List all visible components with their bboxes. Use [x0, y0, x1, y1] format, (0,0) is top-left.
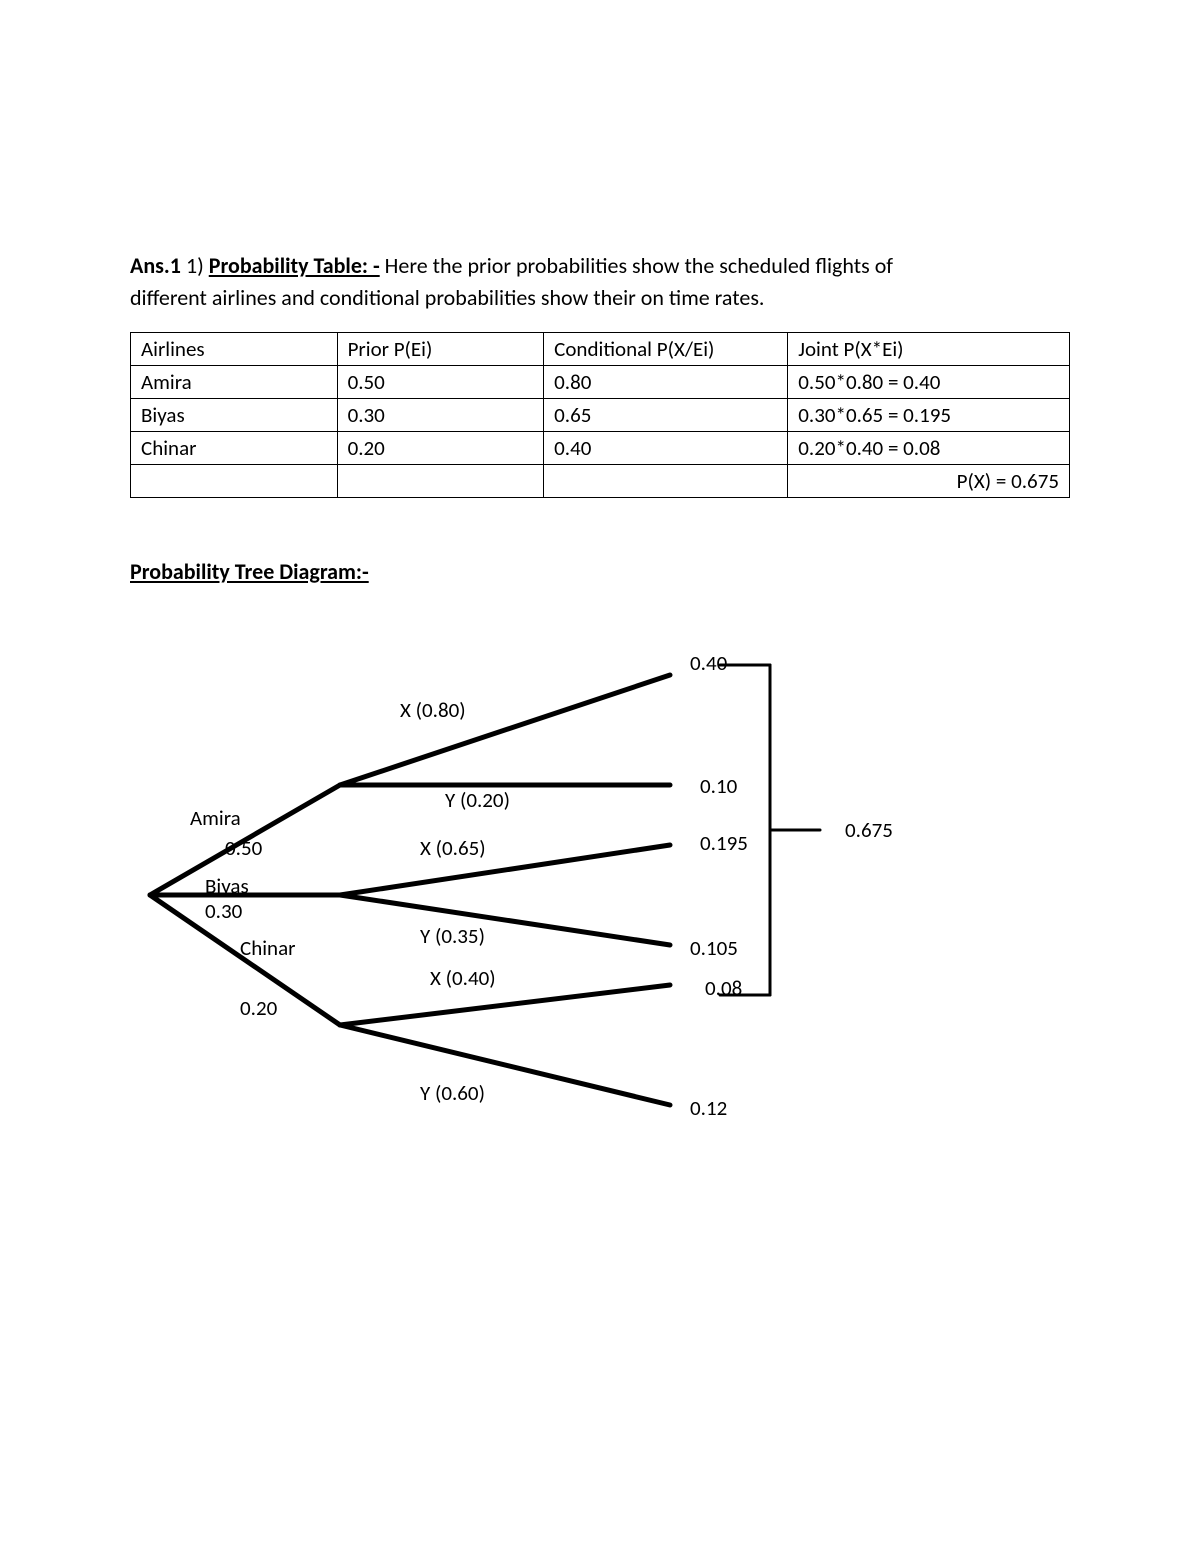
cell-prior: 0.30	[337, 398, 544, 431]
table-footer-row: P(X) = 0.675	[131, 464, 1070, 497]
cell-empty	[544, 464, 788, 497]
header-prior: Prior P(Ei)	[337, 332, 544, 365]
label-amira: Amira	[190, 805, 241, 831]
cell-conditional: 0.40	[544, 431, 788, 464]
cell-joint: 0.30*0.65 = 0.195	[788, 398, 1070, 431]
cell-airline: Amira	[131, 365, 338, 398]
table-row: Amira 0.50 0.80 0.50*0.80 = 0.40	[131, 365, 1070, 398]
probability-tree-diagram: Amira 0.50 Biyas 0.30 Chinar 0.20 X (0.8…	[130, 635, 1070, 1155]
tree-svg	[130, 635, 1070, 1155]
cell-airline: Chinar	[131, 431, 338, 464]
cell-empty	[131, 464, 338, 497]
table-row: Biyas 0.30 0.65 0.30*0.65 = 0.195	[131, 398, 1070, 431]
intro-text-1: Here the prior probabilities show the sc…	[380, 252, 893, 279]
tree-diagram-title: Probability Tree Diagram:-	[130, 558, 1070, 585]
value-biyas-y: 0.105	[690, 935, 738, 961]
cell-airline: Biyas	[131, 398, 338, 431]
label-p-amira: 0.50	[225, 835, 262, 861]
table-row: Chinar 0.20 0.40 0.20*0.40 = 0.08	[131, 431, 1070, 464]
label-biyas-y: Y (0.35)	[420, 923, 485, 949]
cell-prior: 0.50	[337, 365, 544, 398]
value-chinar-y: 0.12	[690, 1095, 727, 1121]
label-amira-y: Y (0.20)	[445, 787, 510, 813]
cell-empty	[337, 464, 544, 497]
cell-prior: 0.20	[337, 431, 544, 464]
document-page: Ans.1 1) Probability Table: - Here the p…	[0, 0, 1200, 1553]
value-amira-y: 0.10	[700, 773, 737, 799]
value-chinar-x: 0.08	[705, 975, 742, 1001]
label-p-biyas: 0.30	[205, 898, 242, 924]
section-title: Probability Table: -	[209, 252, 380, 279]
value-amira-x: 0.40	[690, 650, 727, 676]
cell-joint: 0.50*0.80 = 0.40	[788, 365, 1070, 398]
intro-text-2: different airlines and conditional proba…	[130, 284, 764, 311]
cell-conditional: 0.80	[544, 365, 788, 398]
label-biyas: Biyas	[205, 873, 249, 899]
table-header-row: Airlines Prior P(Ei) Conditional P(X/Ei)…	[131, 332, 1070, 365]
cell-total: P(X) = 0.675	[788, 464, 1070, 497]
label-amira-x: X (0.80)	[400, 697, 466, 723]
label-biyas-x: X (0.65)	[420, 835, 486, 861]
cell-joint: 0.20*0.40 = 0.08	[788, 431, 1070, 464]
probability-table: Airlines Prior P(Ei) Conditional P(X/Ei)…	[130, 332, 1070, 498]
intro-paragraph: Ans.1 1) Probability Table: - Here the p…	[130, 250, 1070, 314]
label-chinar: Chinar	[240, 935, 295, 961]
value-biyas-x: 0.195	[700, 830, 748, 856]
label-p-chinar: 0.20	[240, 995, 277, 1021]
answer-label: Ans.1	[130, 252, 181, 279]
question-number: 1)	[186, 252, 204, 279]
header-airlines: Airlines	[131, 332, 338, 365]
label-chinar-x: X (0.40)	[430, 965, 496, 991]
label-chinar-y: Y (0.60)	[420, 1080, 485, 1106]
header-joint: Joint P(X*Ei)	[788, 332, 1070, 365]
header-conditional: Conditional P(X/Ei)	[544, 332, 788, 365]
value-total: 0.675	[845, 817, 893, 843]
cell-conditional: 0.65	[544, 398, 788, 431]
